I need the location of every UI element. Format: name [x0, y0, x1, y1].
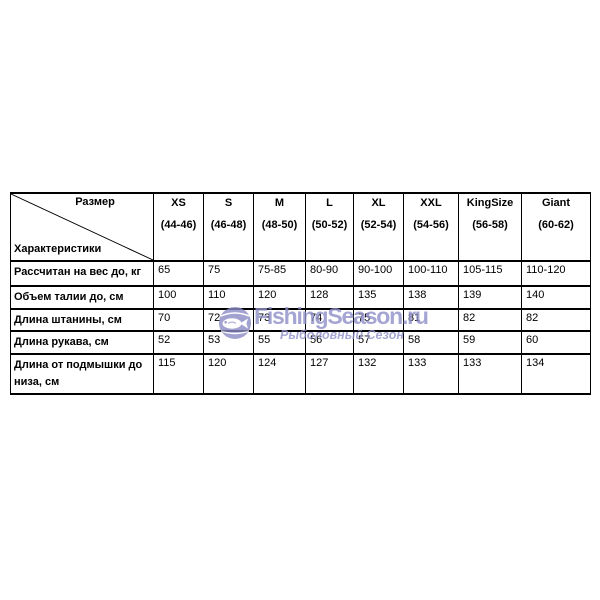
col-header-XS: XS (44-46)	[153, 192, 204, 262]
col-range-label: (48-50)	[261, 219, 298, 231]
table-cell: 124	[253, 353, 306, 395]
table-cell: 105-115	[458, 260, 522, 287]
table-cell: 80-90	[305, 260, 354, 287]
table-cell: 135	[353, 285, 404, 310]
row-label: Рассчитан на вес до, кг	[10, 260, 154, 287]
table-cell: 110	[203, 285, 254, 310]
col-range-label: (44-46)	[160, 219, 197, 231]
table-cell: 100	[153, 285, 204, 310]
corner-cell: Размер Характеристики	[10, 192, 154, 262]
corner-bottom-label: Характеристики	[14, 243, 102, 255]
col-header-XL: XL (52-54)	[353, 192, 404, 262]
row-label: Длина рукава, см	[10, 330, 154, 355]
table-cell: 133	[458, 353, 522, 395]
table-row: Рассчитан на вес до, кг 65 75 75-85 80-90 90-…	[10, 260, 591, 287]
table-cell: 133	[403, 353, 459, 395]
table-cell: 128	[305, 285, 354, 310]
col-header-XXL: XXL (54-56)	[403, 192, 459, 262]
table-row: Объем талии до, см 100 110 120 128 135 138 139 1…	[10, 285, 591, 310]
col-range-label: (50-52)	[311, 219, 348, 231]
table-cell: 60	[521, 330, 591, 355]
table-cell: 75-85	[253, 260, 306, 287]
row-label: Длина от подмышки до низа, см	[10, 353, 154, 395]
col-header-L: L (50-52)	[305, 192, 354, 262]
table-cell: 120	[203, 353, 254, 395]
size-chart-table: Размер Характеристики XS (44-46) S (46-48) M…	[10, 192, 591, 395]
table-cell: 120	[253, 285, 306, 310]
col-range-label: (56-58)	[472, 219, 508, 231]
table-cell: 59	[458, 330, 522, 355]
table-cell: 73	[253, 308, 306, 332]
col-size-label: XS	[171, 197, 186, 209]
table-cell: 82	[521, 308, 591, 332]
table-cell: 65	[153, 260, 204, 287]
col-size-label: L	[326, 197, 333, 209]
table-cell: 138	[403, 285, 459, 310]
col-size-label: Giant	[541, 197, 571, 209]
table-cell: 56	[305, 330, 354, 355]
col-size-label: XL	[371, 197, 386, 209]
table-cell: 52	[153, 330, 204, 355]
col-range-label: (46-48)	[210, 219, 247, 231]
table-cell: 115	[153, 353, 204, 395]
table-row: Длина от подмышки до низа, см 115 120 124 12…	[10, 353, 591, 395]
table-cell: 53	[203, 330, 254, 355]
table-cell: 140	[521, 285, 591, 310]
table-cell: 72	[203, 308, 254, 332]
col-header-Giant: Giant (60-62)	[521, 192, 591, 262]
table-row: Длина штанины, см 70 72 73 74 75 81 82 82	[10, 308, 591, 332]
col-size-label: KingSize	[466, 197, 514, 209]
table-cell: 132	[353, 353, 404, 395]
table-cell: 127	[305, 353, 354, 395]
table-cell: 75	[353, 308, 404, 332]
table-cell: 70	[153, 308, 204, 332]
table-cell: 139	[458, 285, 522, 310]
col-size-label: S	[224, 197, 233, 209]
table-cell: 90-100	[353, 260, 404, 287]
table-cell: 58	[403, 330, 459, 355]
corner-top-label: Размер	[75, 196, 115, 208]
table-row: Длина рукава, см 52 53 55 56 57 58 59 60	[10, 330, 591, 355]
col-header-M: M (48-50)	[253, 192, 306, 262]
col-header-S: S (46-48)	[203, 192, 254, 262]
row-label: Длина штанины, см	[10, 308, 154, 332]
table-cell: 82	[458, 308, 522, 332]
table-cell: 110-120	[521, 260, 591, 287]
col-range-label: (60-62)	[538, 219, 574, 231]
table-cell: 134	[521, 353, 591, 395]
table-cell: 74	[305, 308, 354, 332]
col-size-label: XXL	[420, 197, 442, 209]
col-header-KingSize: KingSize (56-58)	[458, 192, 522, 262]
table-cell: 55	[253, 330, 306, 355]
col-range-label: (54-56)	[413, 219, 449, 231]
table-cell: 81	[403, 308, 459, 332]
diagonal-divider-line	[12, 195, 152, 259]
col-size-label: M	[274, 197, 285, 209]
table-cell: 57	[353, 330, 404, 355]
table-cell: 75	[203, 260, 254, 287]
table-cell: 100-110	[403, 260, 459, 287]
row-label: Объем талии до, см	[10, 285, 154, 310]
col-range-label: (52-54)	[360, 219, 397, 231]
header-row: Размер Характеристики XS (44-46) S (46-48) M…	[10, 192, 591, 262]
